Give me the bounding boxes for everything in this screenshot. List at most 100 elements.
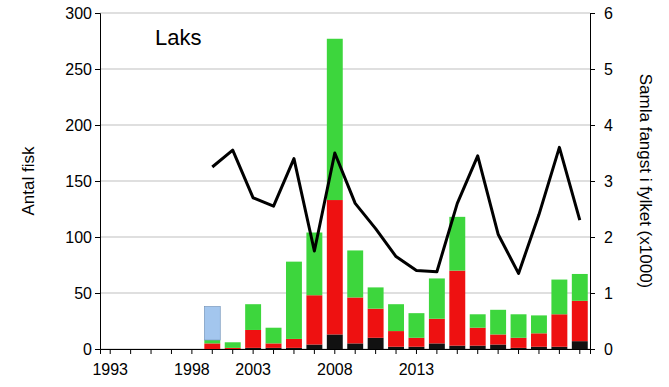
tick <box>375 349 376 354</box>
axis-line <box>95 14 101 350</box>
bar <box>511 314 527 338</box>
tick-mark <box>95 69 100 70</box>
tick-label: 200 <box>65 117 92 134</box>
tick: 0 <box>590 341 613 358</box>
bar <box>368 338 384 349</box>
bar <box>286 339 302 348</box>
tick-mark <box>191 349 192 354</box>
tick-mark <box>95 13 100 14</box>
tick <box>396 349 397 354</box>
bar <box>429 278 445 318</box>
plot-marks <box>204 39 587 349</box>
tick: 300 <box>65 5 100 22</box>
bar <box>286 262 302 339</box>
tick-label: 1 <box>604 285 613 302</box>
tick <box>151 349 152 354</box>
tick-mark <box>110 349 111 354</box>
tick-mark <box>518 349 519 354</box>
axis-line <box>101 350 591 355</box>
bar-series <box>204 39 587 348</box>
tick-mark <box>416 349 417 354</box>
y2-axis: 0123456 <box>590 5 613 358</box>
bar <box>429 343 445 349</box>
tick-mark <box>355 349 356 354</box>
tick-mark <box>590 349 595 350</box>
bar <box>347 250 363 297</box>
grid <box>100 13 590 349</box>
tick <box>579 349 580 354</box>
tick <box>130 349 131 354</box>
grid-line <box>100 125 590 126</box>
bar <box>306 345 322 349</box>
tick <box>212 349 213 354</box>
bar <box>347 343 363 349</box>
tick-mark <box>498 349 499 354</box>
tick-label: 3 <box>604 173 613 190</box>
tick-label: 2003 <box>235 361 271 378</box>
tick: 0 <box>83 341 100 358</box>
tick-label: 4 <box>604 117 613 134</box>
bar <box>266 348 282 349</box>
tick-mark <box>273 349 274 354</box>
bar <box>286 348 302 349</box>
tick-label: 2013 <box>399 361 435 378</box>
title: Laks <box>155 25 201 50</box>
tick <box>355 349 356 354</box>
tick-mark <box>95 181 100 182</box>
tick <box>538 349 539 354</box>
tick-mark <box>590 13 595 14</box>
bar <box>225 342 241 348</box>
bar <box>470 314 486 327</box>
tick: 3 <box>590 173 613 190</box>
tick-label: 100 <box>65 229 92 246</box>
grid-line <box>100 13 590 14</box>
bar <box>551 280 567 315</box>
tick-mark <box>253 349 254 354</box>
tick: 100 <box>65 229 100 246</box>
tick-label: 2008 <box>317 361 353 378</box>
x-axis: 19931998200320082013 <box>92 349 590 378</box>
tick-mark <box>590 125 595 126</box>
tick-mark <box>95 349 100 350</box>
tick: 1 <box>590 285 613 302</box>
tick-mark <box>293 349 294 354</box>
bar <box>266 328 282 344</box>
tick-label: 300 <box>65 5 92 22</box>
tick-mark <box>314 349 315 354</box>
tick-label: 1998 <box>174 361 210 378</box>
bar <box>204 343 220 349</box>
tick-mark <box>375 349 376 354</box>
tick <box>293 349 294 354</box>
bar <box>388 331 404 347</box>
bar <box>408 347 424 349</box>
bar <box>551 314 567 346</box>
bar <box>204 306 220 340</box>
bar <box>368 309 384 338</box>
grid-line <box>100 293 590 294</box>
bar <box>347 297 363 343</box>
tick-mark <box>151 349 152 354</box>
tick: 5 <box>590 61 613 78</box>
tick <box>518 349 519 354</box>
bar <box>327 334 343 349</box>
tick-label: 50 <box>74 285 92 302</box>
bar <box>470 346 486 349</box>
tick-mark <box>95 125 100 126</box>
bar <box>306 295 322 344</box>
tick <box>498 349 499 354</box>
tick-mark <box>579 349 580 354</box>
bar <box>531 315 547 333</box>
tick-mark <box>477 349 478 354</box>
bar <box>306 233 322 296</box>
tick-label: 0 <box>83 341 92 358</box>
bar <box>408 338 424 347</box>
bar <box>511 338 527 348</box>
tick-mark <box>538 349 539 354</box>
tick-mark <box>171 349 172 354</box>
tick-mark <box>559 349 560 354</box>
bar <box>225 348 241 349</box>
tick <box>314 349 315 354</box>
bar <box>490 334 506 344</box>
y2-axis-title: Samla fangst i fylket (x1000) <box>636 74 655 288</box>
bar <box>368 287 384 308</box>
